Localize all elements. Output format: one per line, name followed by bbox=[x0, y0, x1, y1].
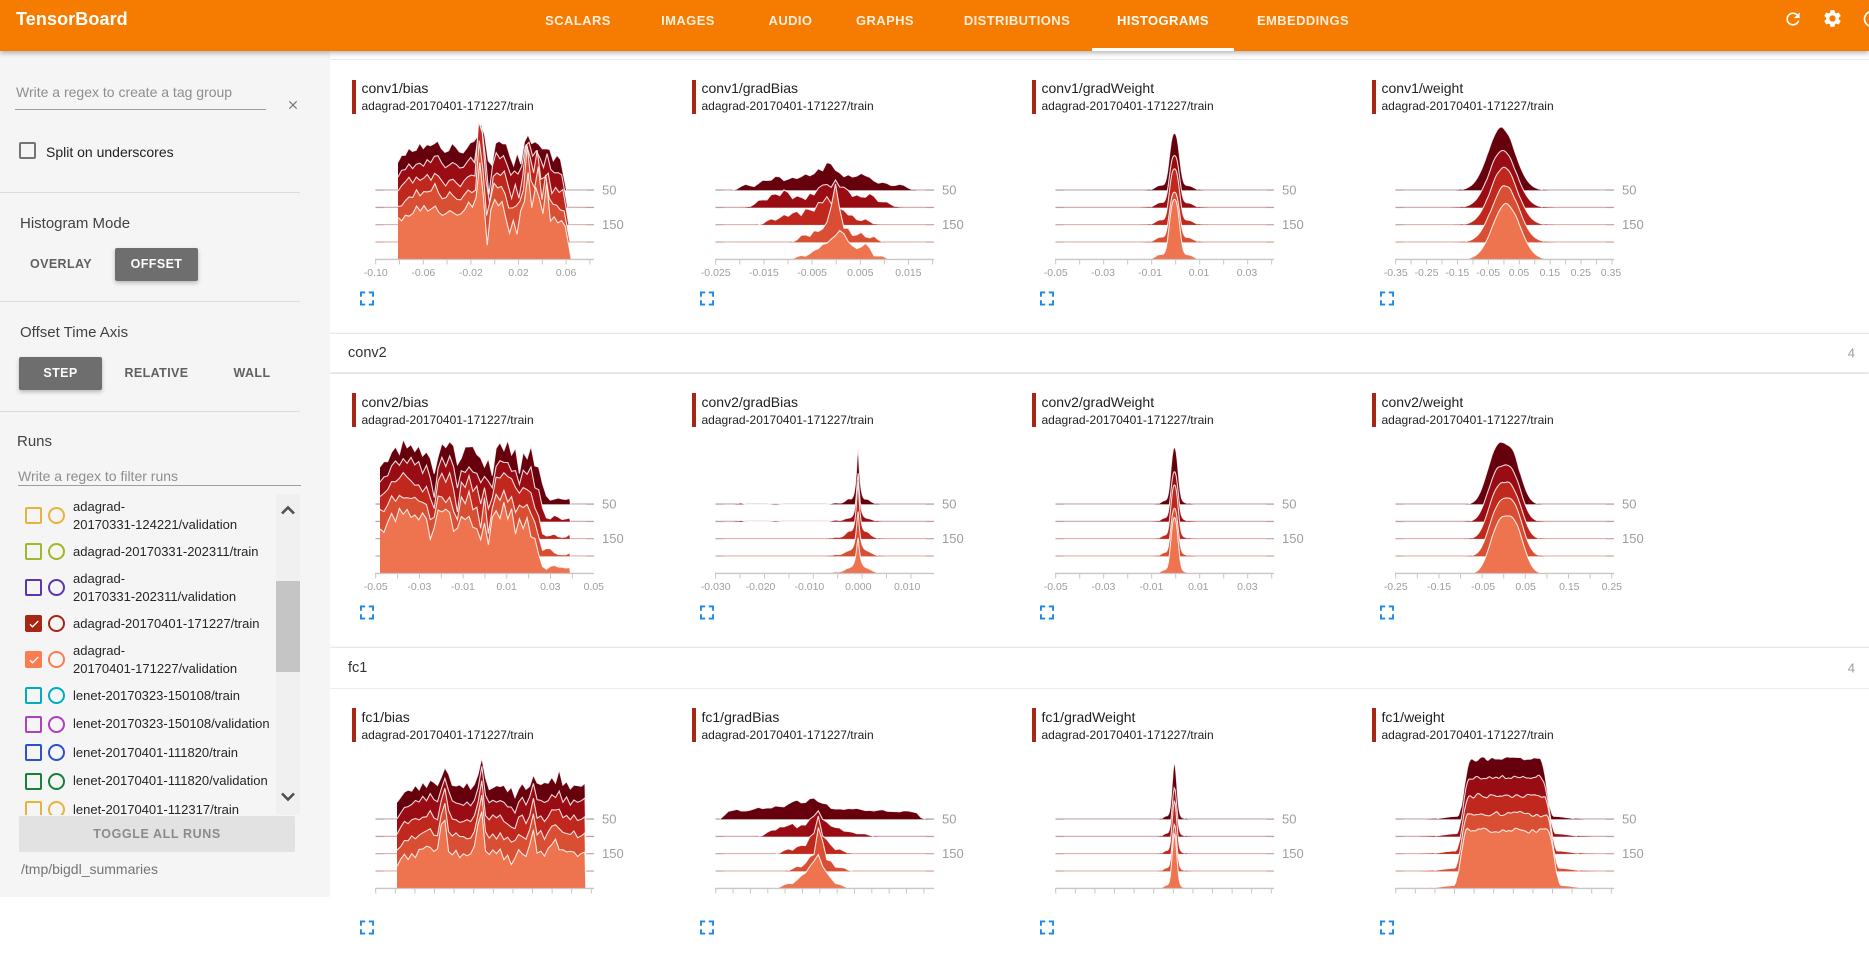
svg-text:0.06: 0.06 bbox=[556, 267, 577, 279]
svg-text:150: 150 bbox=[602, 531, 624, 546]
svg-text:-0.25: -0.25 bbox=[1415, 267, 1439, 279]
svg-text:0.03: 0.03 bbox=[540, 581, 561, 593]
svg-text:-0.03: -0.03 bbox=[1091, 267, 1115, 279]
svg-text:0.05: 0.05 bbox=[1515, 581, 1536, 593]
svg-text:0.15: 0.15 bbox=[1540, 267, 1561, 279]
svg-text:-0.15: -0.15 bbox=[1445, 267, 1469, 279]
svg-text:150: 150 bbox=[1282, 531, 1304, 546]
svg-text:-0.02: -0.02 bbox=[459, 267, 483, 279]
svg-text:0.010: 0.010 bbox=[894, 581, 920, 593]
svg-text:-0.025: -0.025 bbox=[701, 267, 731, 279]
svg-text:50: 50 bbox=[1622, 496, 1636, 511]
svg-text:0.01: 0.01 bbox=[496, 581, 517, 593]
svg-text:-0.01: -0.01 bbox=[1138, 267, 1162, 279]
svg-text:-0.005: -0.005 bbox=[797, 267, 827, 279]
svg-text:150: 150 bbox=[942, 531, 964, 546]
svg-text:150: 150 bbox=[1622, 531, 1644, 546]
svg-text:150: 150 bbox=[942, 846, 964, 861]
svg-text:0.000: 0.000 bbox=[845, 581, 871, 593]
svg-text:150: 150 bbox=[1622, 217, 1644, 232]
svg-text:-0.020: -0.020 bbox=[746, 581, 776, 593]
svg-text:-0.06: -0.06 bbox=[411, 267, 435, 279]
svg-text:-0.10: -0.10 bbox=[364, 267, 388, 279]
svg-text:150: 150 bbox=[1622, 846, 1644, 861]
svg-text:-0.05: -0.05 bbox=[1044, 581, 1068, 593]
svg-text:150: 150 bbox=[1282, 846, 1304, 861]
svg-text:50: 50 bbox=[602, 183, 616, 198]
svg-text:50: 50 bbox=[942, 183, 956, 198]
svg-text:-0.05: -0.05 bbox=[1471, 581, 1495, 593]
svg-text:0.005: 0.005 bbox=[847, 267, 873, 279]
svg-text:50: 50 bbox=[1622, 183, 1636, 198]
svg-text:-0.05: -0.05 bbox=[1044, 267, 1068, 279]
svg-text:0.05: 0.05 bbox=[584, 581, 605, 593]
svg-text:0.01: 0.01 bbox=[1188, 581, 1209, 593]
svg-text:-0.030: -0.030 bbox=[701, 581, 731, 593]
svg-text:0.02: 0.02 bbox=[508, 267, 529, 279]
svg-text:0.05: 0.05 bbox=[1509, 267, 1530, 279]
svg-text:50: 50 bbox=[1282, 496, 1296, 511]
svg-text:0.03: 0.03 bbox=[1237, 581, 1258, 593]
svg-text:150: 150 bbox=[1282, 217, 1304, 232]
svg-text:-0.35: -0.35 bbox=[1384, 267, 1408, 279]
svg-text:-0.05: -0.05 bbox=[364, 581, 388, 593]
svg-text:-0.05: -0.05 bbox=[1476, 267, 1500, 279]
svg-text:50: 50 bbox=[602, 496, 616, 511]
svg-text:50: 50 bbox=[942, 496, 956, 511]
svg-text:0.25: 0.25 bbox=[1571, 267, 1592, 279]
svg-text:0.015: 0.015 bbox=[895, 267, 921, 279]
svg-text:-0.15: -0.15 bbox=[1427, 581, 1451, 593]
svg-text:-0.01: -0.01 bbox=[1139, 581, 1163, 593]
svg-text:-0.03: -0.03 bbox=[1091, 581, 1115, 593]
svg-text:0.25: 0.25 bbox=[1602, 581, 1623, 593]
svg-text:50: 50 bbox=[942, 811, 956, 826]
svg-text:-0.015: -0.015 bbox=[749, 267, 779, 279]
svg-text:0.15: 0.15 bbox=[1559, 581, 1580, 593]
svg-text:-0.25: -0.25 bbox=[1384, 581, 1408, 593]
svg-text:150: 150 bbox=[602, 846, 624, 861]
svg-text:50: 50 bbox=[602, 811, 616, 826]
svg-text:50: 50 bbox=[1282, 183, 1296, 198]
svg-text:-0.01: -0.01 bbox=[451, 581, 475, 593]
svg-text:-0.03: -0.03 bbox=[407, 581, 431, 593]
svg-text:50: 50 bbox=[1282, 811, 1296, 826]
svg-text:-0.010: -0.010 bbox=[795, 581, 825, 593]
svg-text:50: 50 bbox=[1622, 811, 1636, 826]
svg-text:150: 150 bbox=[942, 217, 964, 232]
svg-text:0.01: 0.01 bbox=[1189, 267, 1210, 279]
svg-text:0.03: 0.03 bbox=[1237, 267, 1258, 279]
svg-text:0.35: 0.35 bbox=[1601, 267, 1622, 279]
svg-text:150: 150 bbox=[602, 217, 624, 232]
